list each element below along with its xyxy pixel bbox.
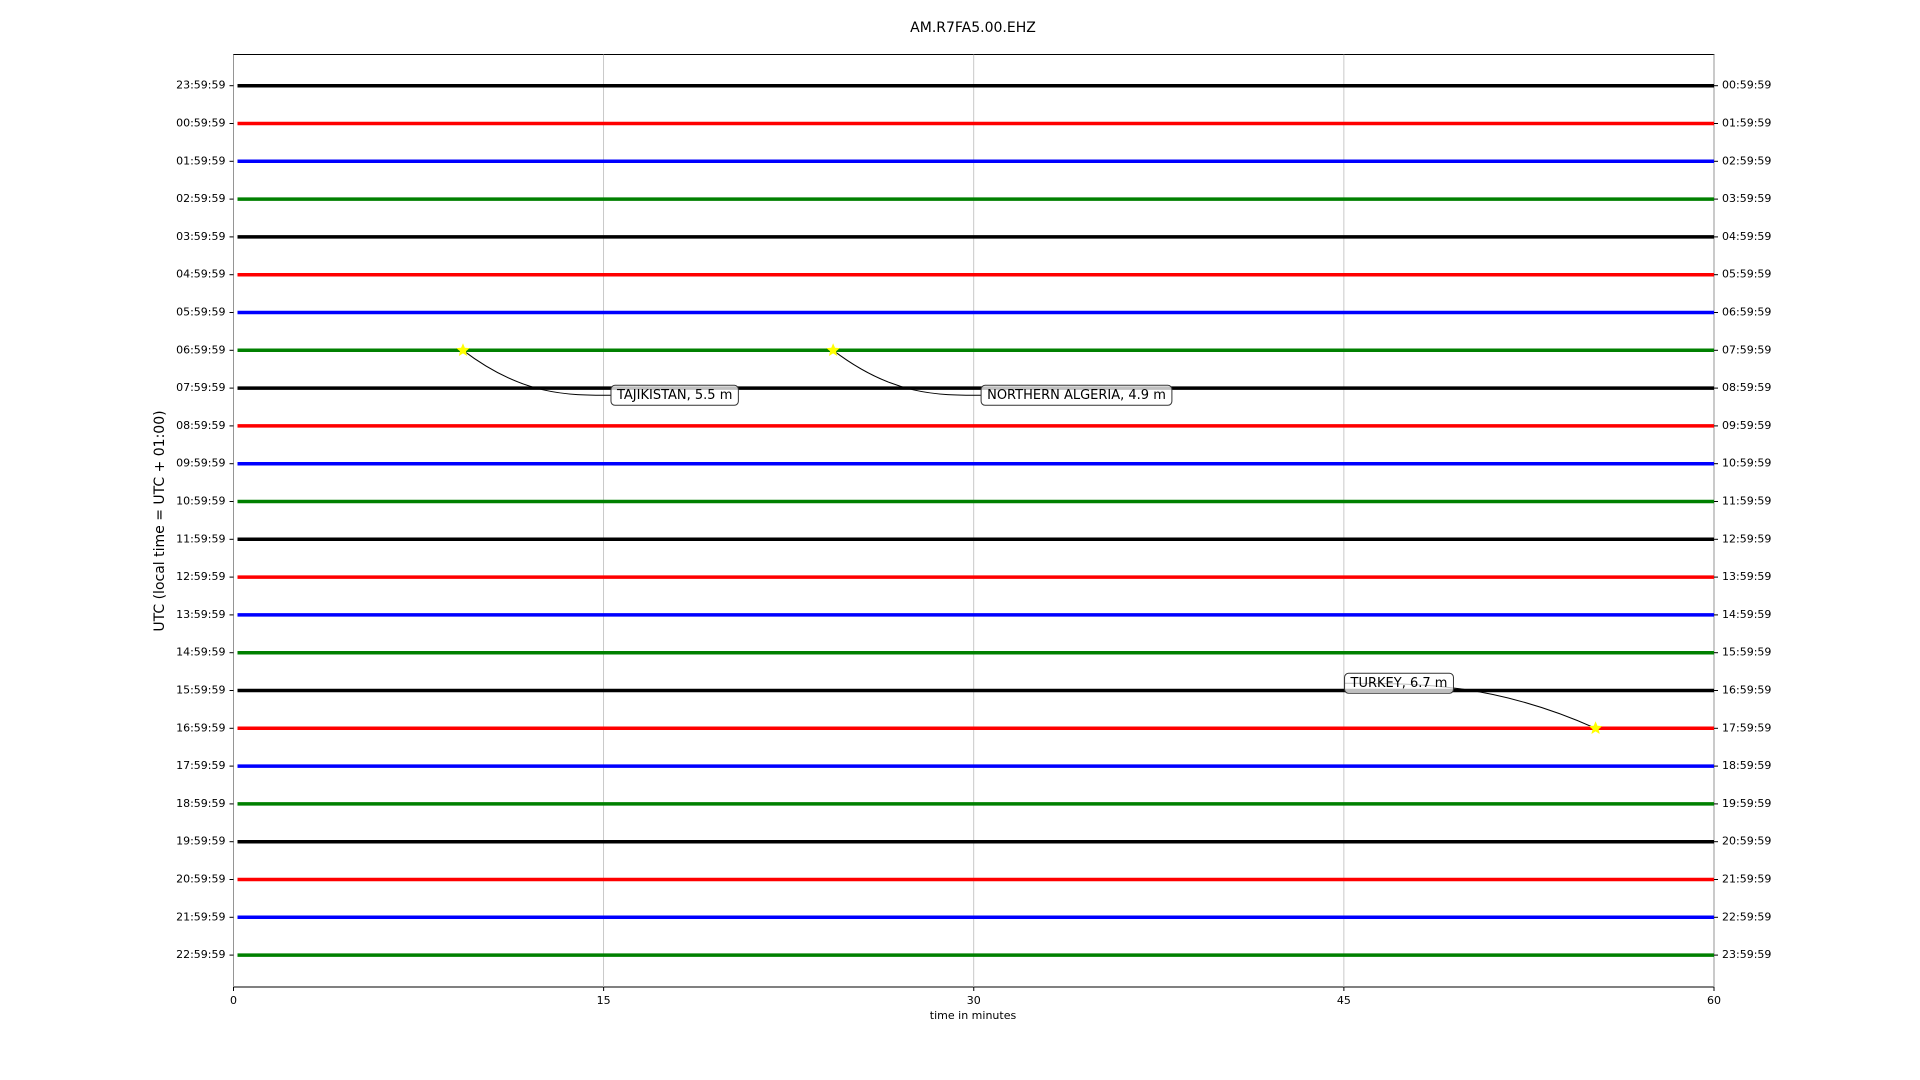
y-tick-label: 11:59:59	[176, 532, 225, 545]
event-label: TAJIKISTAN, 5.5 m	[616, 388, 732, 403]
event-annotation: TURKEY, 6.7 m	[1344, 672, 1603, 734]
x-tick-label: 30	[967, 994, 981, 1007]
annotation-arrow	[462, 349, 611, 396]
y2-tick-label: 06:59:59	[1722, 306, 1771, 319]
event-annotation: TAJIKISTAN, 5.5 m	[456, 343, 739, 406]
y-axis-label: UTC (local time = UTC + 01:00)	[152, 410, 168, 631]
y-tick-label: 01:59:59	[176, 154, 225, 167]
y2-tick-label: 12:59:59	[1722, 532, 1771, 545]
y-tick-label: 15:59:59	[176, 684, 225, 697]
x-tick-label: 45	[1337, 994, 1351, 1007]
event-label-box	[980, 384, 1173, 406]
y-tick-label: 16:59:59	[176, 721, 225, 734]
y2-tick-label: 01:59:59	[1722, 117, 1771, 130]
y2-tick-label: 10:59:59	[1722, 457, 1771, 470]
y-tick-label: 05:59:59	[176, 306, 225, 319]
y2-tick-label: 08:59:59	[1722, 381, 1771, 394]
y-tick-label: 10:59:59	[176, 495, 225, 508]
y-tick-label: 17:59:59	[176, 759, 225, 772]
annotation-arrow	[832, 349, 982, 396]
y2-tick-label: 23:59:59	[1722, 948, 1771, 961]
y2-tick-label: 04:59:59	[1722, 230, 1771, 243]
y-tick-label: 09:59:59	[176, 457, 225, 470]
y-tick-label: 00:59:59	[176, 117, 225, 130]
x-tick-label: 0	[230, 994, 237, 1007]
y-tick-label: 13:59:59	[176, 608, 225, 621]
y2-tick-label: 19:59:59	[1722, 797, 1771, 810]
y2-tick-label: 09:59:59	[1722, 419, 1771, 432]
y2-tick-label: 13:59:59	[1722, 570, 1771, 583]
y-tick-label: 03:59:59	[176, 230, 225, 243]
y-tick-label: 22:59:59	[176, 948, 225, 961]
y2-tick-label: 17:59:59	[1722, 721, 1771, 734]
y-tick-label: 02:59:59	[176, 192, 225, 205]
y-tick-label: 19:59:59	[176, 835, 225, 848]
y2-tick-label: 22:59:59	[1722, 910, 1771, 923]
event-label: TURKEY, 6.7 m	[1350, 676, 1448, 691]
x-axis-label: time in minutes	[930, 1009, 1017, 1022]
y-tick-label: 18:59:59	[176, 797, 225, 810]
chart-title: AM.R7FA5.00.EHZ	[910, 20, 1036, 36]
y2-tick-label: 14:59:59	[1722, 608, 1771, 621]
y-tick-label: 21:59:59	[176, 910, 225, 923]
y2-tick-label: 03:59:59	[1722, 192, 1771, 205]
y2-tick-label: 16:59:59	[1722, 684, 1771, 697]
event-marker	[1588, 721, 1603, 734]
y2-tick-label: 20:59:59	[1722, 835, 1771, 848]
event-marker	[456, 343, 470, 356]
y2-tick-label: 05:59:59	[1722, 268, 1771, 281]
event-label: NORTHERN ALGERIA, 4.9 m	[987, 388, 1166, 403]
x-tick-label: 15	[597, 994, 611, 1007]
y-tick-label: 20:59:59	[176, 873, 225, 886]
y-tick-label: 08:59:59	[176, 419, 225, 432]
y2-tick-label: 21:59:59	[1722, 873, 1771, 886]
y-tick-label: 04:59:59	[176, 268, 225, 281]
y-tick-label: 06:59:59	[176, 343, 225, 356]
y2-tick-label: 15:59:59	[1722, 646, 1771, 659]
x-tick-label: 60	[1707, 994, 1721, 1007]
y-tick-label: 12:59:59	[176, 570, 225, 583]
y2-tick-label: 00:59:59	[1722, 79, 1771, 92]
event-marker	[826, 343, 840, 356]
y-tick-label: 23:59:59	[176, 79, 225, 92]
y-tick-label: 14:59:59	[176, 646, 225, 659]
event-label-box	[1344, 672, 1454, 694]
y2-tick-label: 18:59:59	[1722, 759, 1771, 772]
y-tick-label: 07:59:59	[176, 381, 225, 394]
y2-tick-label: 07:59:59	[1722, 343, 1771, 356]
y2-tick-label: 02:59:59	[1722, 154, 1771, 167]
event-label-box	[610, 384, 739, 406]
y2-tick-label: 11:59:59	[1722, 495, 1771, 508]
event-annotation: NORTHERN ALGERIA, 4.9 m	[826, 343, 1173, 406]
